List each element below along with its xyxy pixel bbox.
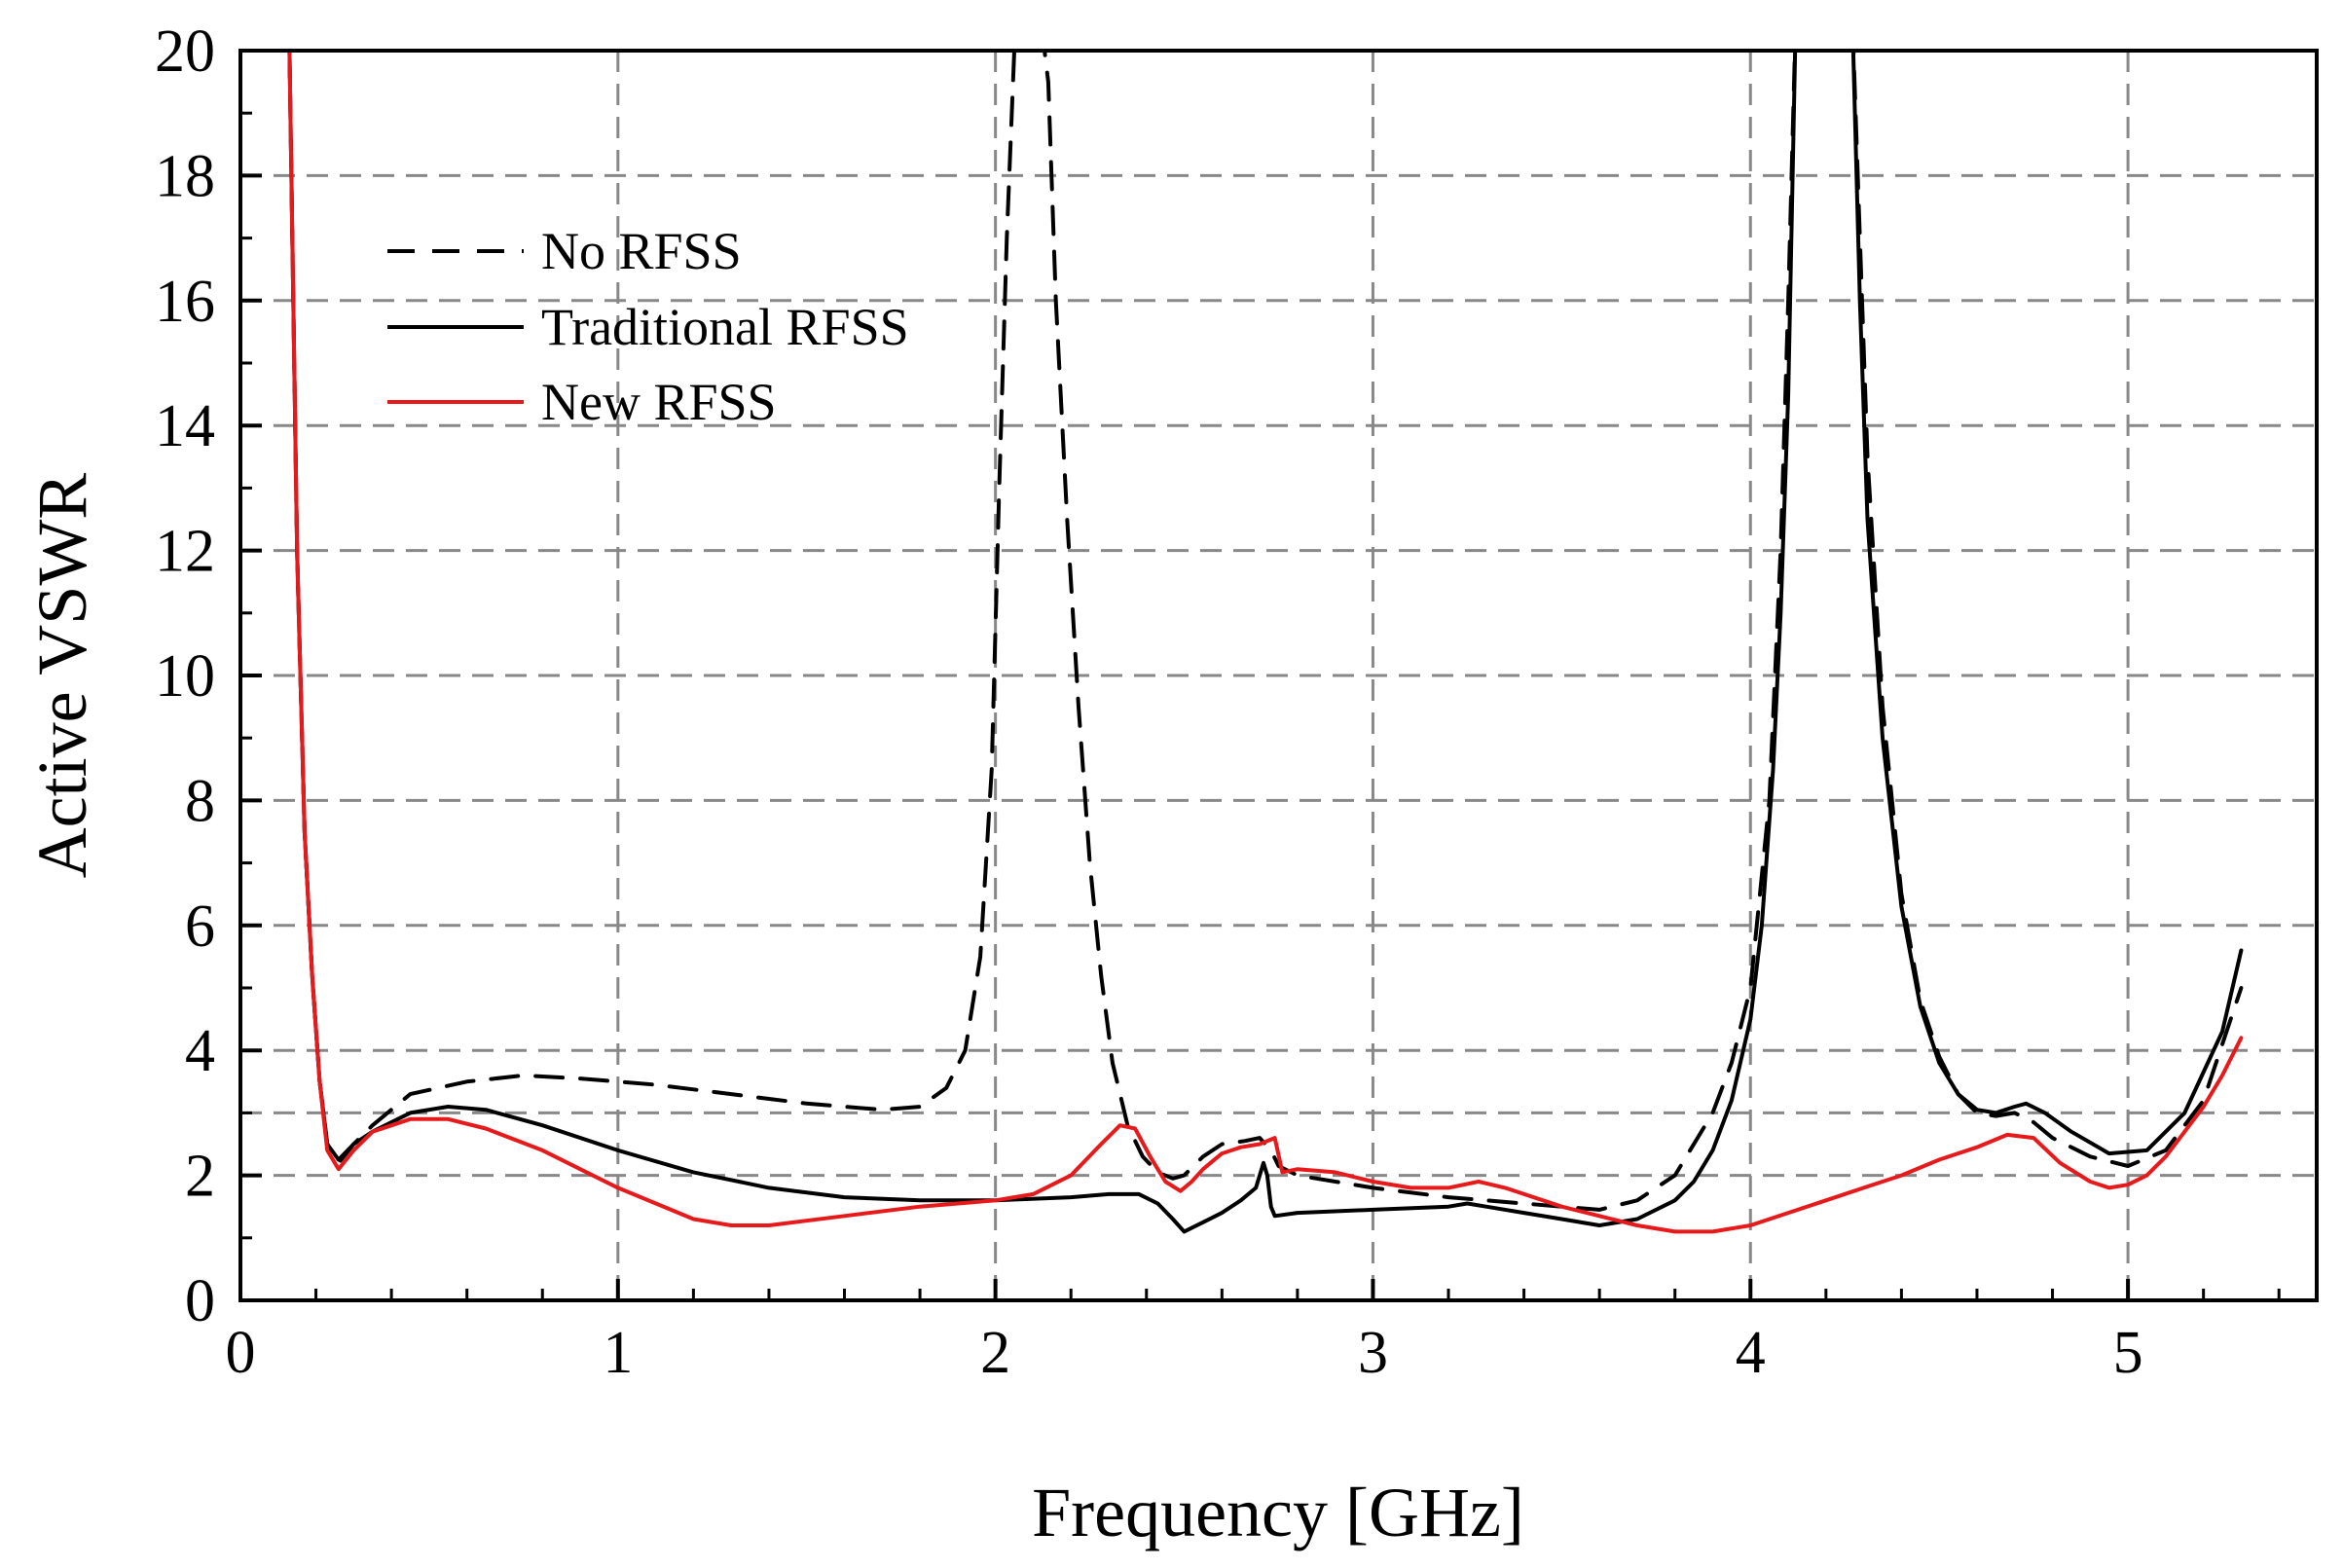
y-tick-label: 2 [185,1144,215,1210]
axis-ticks [238,49,2281,1302]
x-tick-label: 5 [2113,1320,2143,1386]
y-tick-label: 8 [185,768,215,834]
legend-label: New RFSS [541,373,777,431]
x-tick-label: 4 [1736,1320,1766,1386]
x-tick-label: 2 [980,1320,1010,1386]
x-tick-label: 0 [226,1320,256,1386]
y-tick-label: 18 [155,143,215,209]
series-line-1 [287,51,2244,1234]
y-tick-label: 6 [185,893,215,960]
y-tick-label: 10 [155,643,215,710]
y-tick-label: 4 [185,1018,215,1084]
x-tick-label: 1 [603,1320,633,1386]
series-line-0 [287,51,2244,1212]
legend-label: No RFSS [541,222,742,280]
legend-label: Traditional RFSS [541,298,909,356]
legend: No RFSS Traditional RFSS New RFSS [387,222,909,431]
y-tick-labels: 0 2 4 6 8 10 12 14 16 18 20 [155,18,215,1334]
y-tick-label: 20 [155,18,215,85]
y-axis-title: Active VSWR [23,473,101,879]
x-axis-title: Frequency [GHz] [1032,1474,1524,1551]
y-tick-label: 16 [155,269,215,335]
grid-lines [240,51,2317,1300]
y-tick-label: 14 [155,393,215,459]
x-tick-label: 3 [1358,1320,1388,1386]
series-lines [287,51,2244,1234]
x-tick-labels: 0 1 2 3 4 5 [226,1320,2143,1386]
series-line-2 [287,51,2244,1234]
y-tick-label: 0 [185,1268,215,1334]
y-tick-label: 12 [155,519,215,585]
